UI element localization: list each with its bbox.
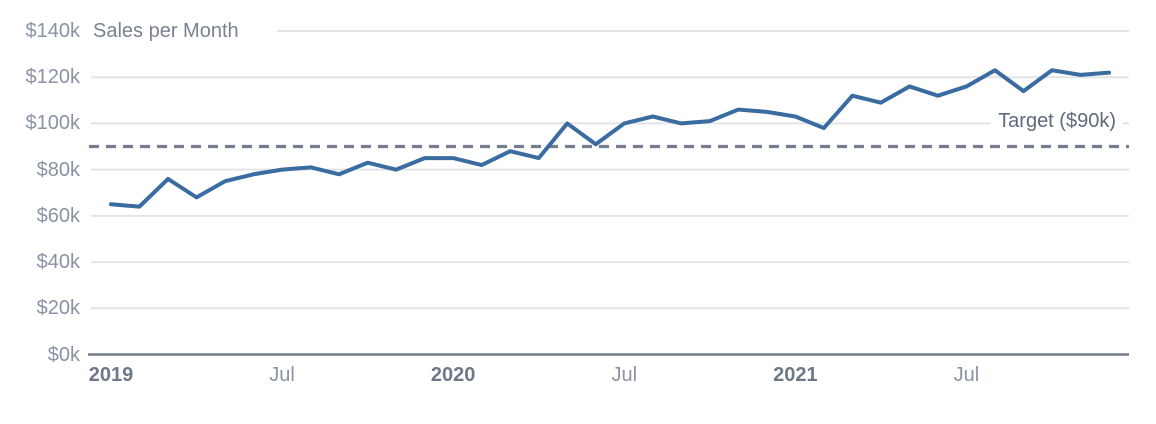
y-axis-tick-label: $60k [36,204,80,227]
x-axis-tick-label: Jul [611,364,638,386]
y-axis-tick-label: $140k [25,20,81,42]
x-axis-tick-label: 2021 [773,364,818,386]
sales-series-line [109,68,1112,209]
y-axis-tick-label: $120k [25,66,81,89]
chart-title: Sales per Month [93,20,239,42]
target-line-label: Target ($90k) [991,109,1123,133]
y-axis-tick-label: $100k [25,112,81,135]
x-axis-tick-label: 2020 [430,364,476,386]
y-axis-tick-label: $0k [47,343,80,366]
x-axis-tick-label: Jul [953,364,980,386]
x-axis-tick-label: 2019 [88,364,134,386]
y-axis-tick-label: $80k [36,158,80,181]
y-axis-tick-label: $20k [36,297,80,320]
y-axis-tick-label: $40k [36,251,80,274]
x-axis-tick-label: Jul [269,364,295,386]
